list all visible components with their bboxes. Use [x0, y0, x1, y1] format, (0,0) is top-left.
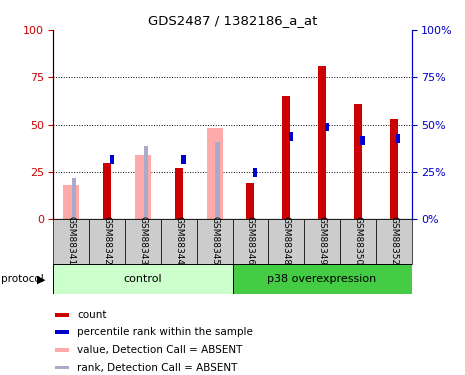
Text: percentile rank within the sample: percentile rank within the sample — [77, 327, 253, 337]
Bar — [89, 219, 125, 264]
Text: GSM88343: GSM88343 — [139, 216, 147, 266]
Text: ▶: ▶ — [37, 274, 46, 284]
Text: GSM88342: GSM88342 — [103, 216, 112, 266]
Bar — [232, 219, 268, 264]
Bar — [206, 129, 223, 219]
Text: GSM88346: GSM88346 — [246, 216, 255, 266]
Title: GDS2487 / 1382186_a_at: GDS2487 / 1382186_a_at — [148, 15, 317, 27]
Text: p38 overexpression: p38 overexpression — [267, 274, 377, 284]
Text: GSM88352: GSM88352 — [389, 216, 398, 266]
Bar — [55, 313, 69, 317]
Bar — [354, 104, 362, 219]
Bar — [340, 219, 376, 264]
Bar — [181, 155, 186, 164]
Bar — [110, 155, 114, 164]
Text: count: count — [77, 310, 106, 320]
Bar — [396, 134, 400, 142]
Text: value, Detection Call = ABSENT: value, Detection Call = ABSENT — [77, 345, 243, 355]
Bar — [360, 136, 365, 145]
Bar — [135, 155, 151, 219]
Bar — [63, 185, 80, 219]
Bar — [282, 96, 290, 219]
Text: GSM88341: GSM88341 — [67, 216, 76, 266]
Text: GSM88350: GSM88350 — [353, 216, 362, 266]
Bar — [390, 119, 398, 219]
Bar — [53, 264, 232, 294]
Bar — [304, 219, 340, 264]
Text: protocol: protocol — [1, 274, 44, 284]
Bar — [253, 168, 257, 177]
Bar — [144, 146, 148, 219]
Bar — [161, 219, 197, 264]
Text: GSM88344: GSM88344 — [174, 216, 183, 266]
Text: GSM88348: GSM88348 — [282, 216, 291, 266]
Bar — [289, 132, 293, 141]
Bar — [215, 142, 219, 219]
Bar — [55, 348, 69, 352]
Bar — [325, 123, 329, 131]
Bar — [318, 66, 326, 219]
Bar — [125, 219, 161, 264]
Bar — [232, 264, 412, 294]
Bar — [376, 219, 412, 264]
Text: control: control — [124, 274, 162, 284]
Text: GSM88345: GSM88345 — [210, 216, 219, 266]
Bar — [53, 219, 89, 264]
Bar — [246, 183, 254, 219]
Text: rank, Detection Call = ABSENT: rank, Detection Call = ABSENT — [77, 363, 238, 372]
Bar — [55, 330, 69, 334]
Bar — [55, 366, 69, 369]
Bar — [72, 178, 76, 219]
Bar — [175, 168, 183, 219]
Text: GSM88349: GSM88349 — [318, 216, 326, 266]
Bar — [197, 219, 232, 264]
Bar — [103, 163, 111, 219]
Bar — [268, 219, 304, 264]
